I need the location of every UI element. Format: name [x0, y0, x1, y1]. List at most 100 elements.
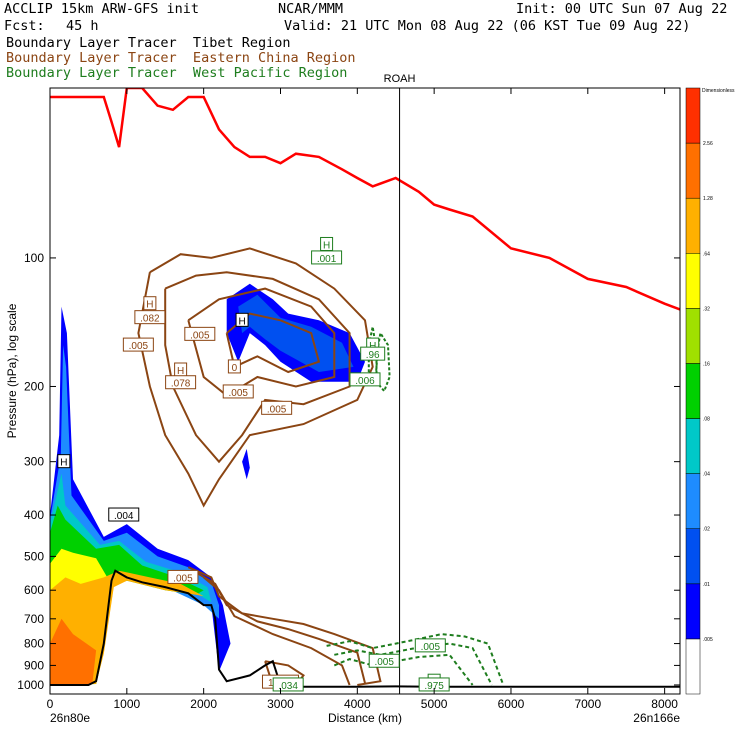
y-tick-label: 100 [24, 251, 44, 265]
colorbar-swatch [685, 473, 701, 529]
y-tick-label: 600 [24, 583, 44, 597]
pacific-contour-4 [333, 653, 474, 686]
china-label-1-text: .082 [140, 314, 160, 325]
china-label-0: H [143, 296, 157, 311]
tracer-upper-blob-1 [238, 294, 354, 372]
china-label-9-text: .005 [173, 573, 193, 584]
x-tick-label: 5000 [421, 697, 448, 711]
pacific-label-3-box [360, 346, 386, 361]
colorbar-swatch [685, 308, 701, 364]
pacific-label-8-text: .975 [424, 681, 444, 692]
china-label-1-box [134, 310, 166, 325]
china-label-5-box [184, 326, 216, 341]
y-axis-title: Pressure (hPa), log scale [5, 303, 19, 438]
legend-tibet: Boundary Layer Tracer Tibet Region [6, 35, 291, 51]
colorbar-swatch [685, 638, 701, 695]
colorbar-level: 2.56 [703, 141, 713, 147]
y-tick-label: 400 [24, 508, 44, 522]
y-tick-label: 700 [24, 612, 44, 626]
pacific-label-2-text: H [369, 341, 376, 352]
pacific-label-9-text: .034 [278, 681, 298, 692]
colorbar-level: .005 [703, 637, 713, 643]
china-label-3-text: H [177, 366, 184, 377]
shade-label-2: H [235, 312, 249, 327]
colorbar: .005 .01 .02 .04 .08 .16 .32 .64 1.28 2.56 Dimensi… [685, 87, 735, 695]
china-label-5-text: .005 [190, 330, 210, 341]
pacific-contour-1 [367, 326, 379, 390]
pacific-label-6-text: .005 [421, 642, 441, 653]
shade-label-0: .004 [108, 507, 140, 522]
shade-label-2-box [235, 312, 249, 327]
china-label-8-box [261, 400, 293, 415]
pacific-label-0-text: H [323, 240, 330, 251]
china-label-1: .082 [134, 310, 166, 325]
colorbar-level: .01 [703, 582, 710, 588]
colorbar-level: .32 [703, 306, 710, 312]
pacific-label-9: .034 [272, 677, 304, 692]
china-label-2-text: .005 [129, 341, 149, 352]
colorbar-level: .04 [703, 472, 710, 478]
china-label-0-box [143, 296, 157, 311]
colorbar-swatch [685, 142, 701, 199]
china-label-0-text: H [146, 300, 153, 311]
model-title: ACCLIP 15km ARW-GFS init [4, 1, 200, 17]
pacific-label-6-box [414, 638, 446, 653]
shade-label-1-box [57, 454, 71, 469]
x-end-label: 26n166e [633, 711, 680, 725]
x-tick-label: 3000 [267, 697, 294, 711]
x-axis-title: Distance (km) [328, 711, 402, 725]
colorbar-level: .64 [703, 251, 710, 257]
china-label-7: .005 [222, 384, 254, 399]
china-label-2-box [122, 337, 154, 352]
pacific-label-4-text: .006 [355, 376, 375, 387]
y-tick-label: 300 [24, 455, 44, 469]
pacific-label-1-box [311, 250, 343, 265]
china-contour-2 [187, 287, 336, 397]
terrain-line [50, 569, 680, 688]
y-tick-label: 200 [24, 379, 44, 393]
china-label-6: 0 [227, 359, 241, 374]
pacific-label-5-box [368, 653, 400, 668]
shade-label-1-text: H [60, 458, 67, 469]
shade-label-1: H [57, 454, 71, 469]
tracer-upper-blob-2 [242, 448, 250, 480]
china-contour-6 [203, 576, 351, 686]
plot-frame [49, 87, 681, 695]
colorbar-swatch [685, 87, 701, 144]
shade-label-0-box [108, 507, 140, 522]
x-tick-label: 7000 [574, 697, 601, 711]
y-tick-label: 800 [24, 637, 44, 651]
china-label-3: H [174, 362, 188, 377]
valid-time: Valid: 21 UTC Mon 08 Aug 22 (06 KST Tue … [284, 18, 691, 34]
x-tick-label: 4000 [344, 697, 371, 711]
china-label-4: .078 [165, 375, 197, 390]
china-label-9-box [167, 569, 199, 584]
forecast-label: Fcst: [4, 18, 45, 34]
shade-label-2-text: H [238, 316, 245, 327]
init-time: Init: 00 UTC Sun 07 Aug 22 [516, 1, 728, 17]
pacific-label-9-box [272, 677, 304, 692]
colorbar-level: .02 [703, 527, 710, 533]
pacific-label-5-text: .005 [374, 657, 394, 668]
y-tick-label: 1000 [17, 678, 44, 692]
colorbar-level: 1.28 [703, 196, 713, 202]
colorbar-level: .08 [703, 417, 710, 423]
colorbar-swatch [685, 418, 701, 474]
x-tick-label: 8000 [651, 697, 678, 711]
pacific-label-3-text: .96 [366, 350, 380, 361]
station-label: ROAH [384, 73, 416, 85]
tracer-shading [50, 283, 365, 685]
colorbar-swatch [685, 363, 701, 419]
pacific-label-3: .96 [360, 346, 386, 361]
china-label-8-text: .005 [267, 404, 287, 415]
pacific-label-5: .005 [368, 653, 400, 668]
colorbar-swatch [685, 197, 701, 254]
shade-label-0-text: .004 [114, 511, 134, 522]
pacific-label-1: .001 [311, 250, 343, 265]
x-tick-label: 2000 [190, 697, 217, 711]
x-start-label: 26n80e [50, 711, 90, 725]
china-label-7-text: .005 [228, 388, 248, 399]
china-label-7-box [222, 384, 254, 399]
legend-china: Boundary Layer Tracer Eastern China Regi… [6, 50, 356, 66]
